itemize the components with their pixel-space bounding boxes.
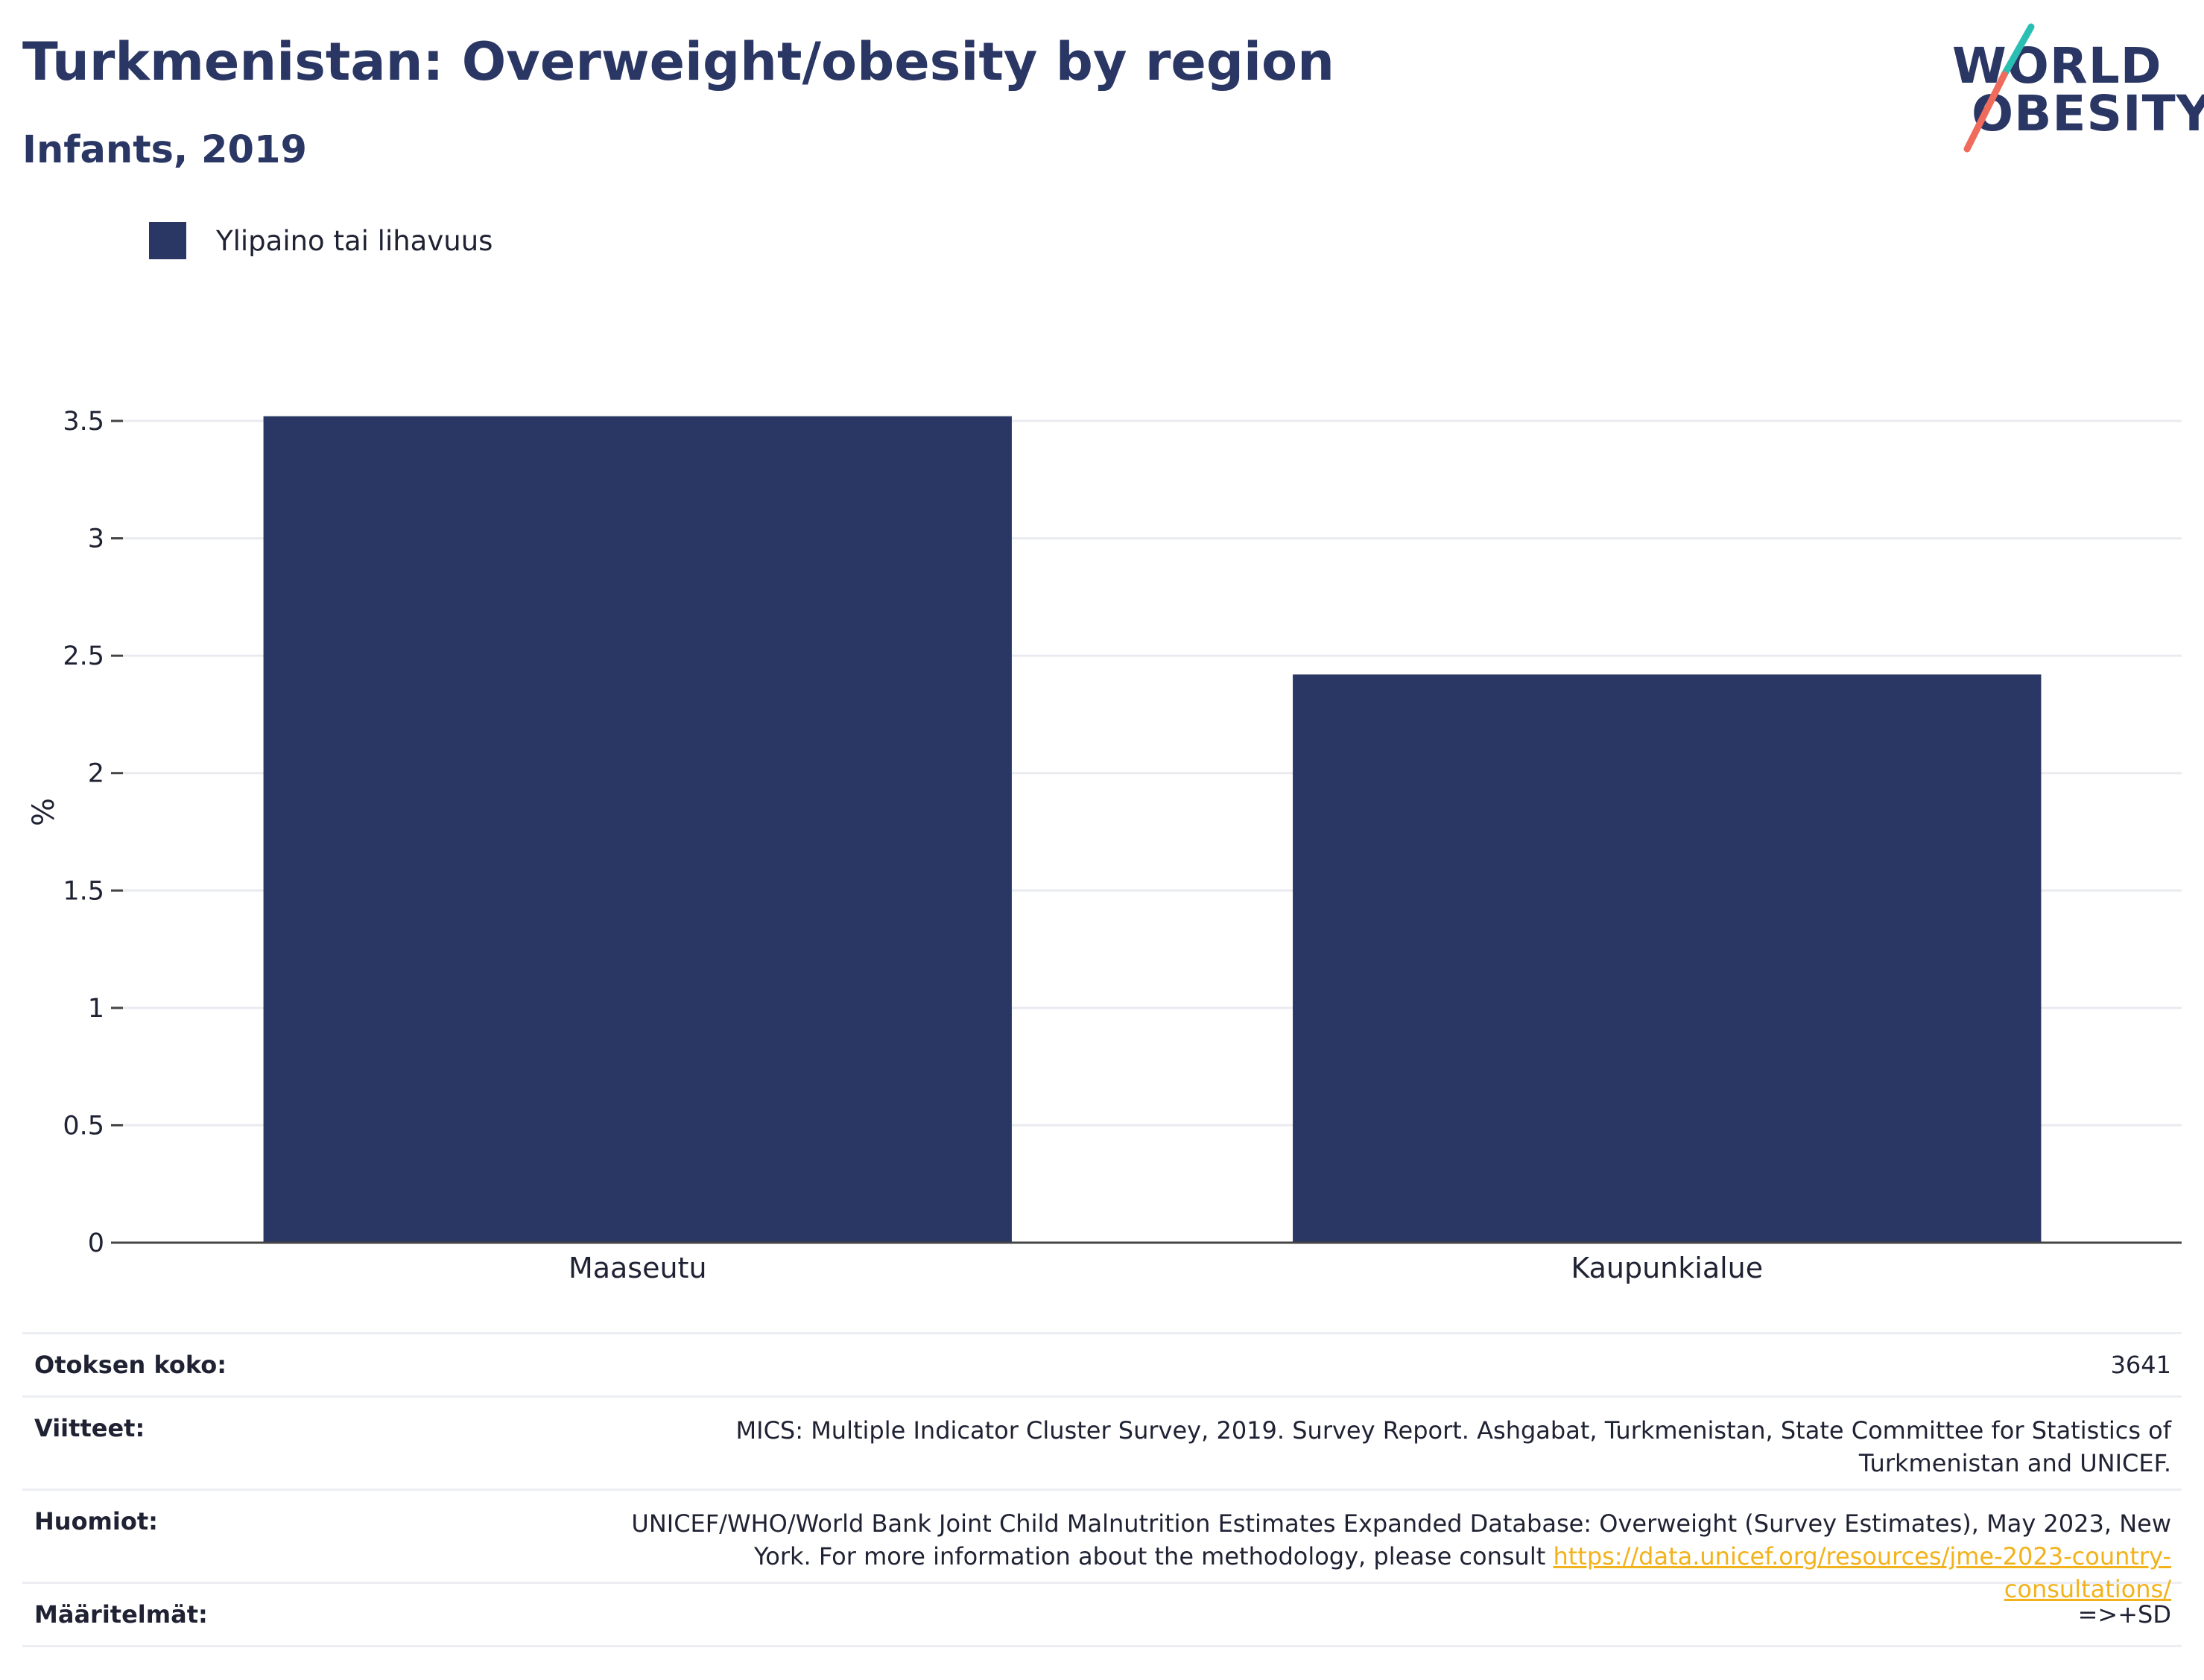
y-tick-label: 1 — [88, 994, 104, 1024]
logo-line-world: WORLD — [1952, 37, 2162, 95]
y-tick-label: 0.5 — [63, 1111, 104, 1141]
notes-value: UNICEF/WHO/World Bank Joint Child Malnut… — [607, 1507, 2182, 1603]
y-axis-title: % — [27, 798, 61, 826]
definitions-value: =>+SD — [2077, 1600, 2171, 1629]
chart-legend[interactable]: Ylipaino tai lihavuus — [149, 222, 493, 259]
logo-line-obesity: OBESITY — [1972, 85, 2204, 142]
legend-swatch — [149, 222, 186, 259]
x-tick-label: Maaseutu — [569, 1252, 707, 1284]
x-tick-label: Kaupunkialue — [1571, 1252, 1763, 1284]
sample-size-label: Otoksen koko: — [34, 1351, 227, 1379]
chart-subtitle: Infants, 2019 — [22, 128, 308, 172]
methodology-link[interactable]: https://data.unicef.org/resources/jme-20… — [1553, 1542, 2171, 1603]
y-tick-label: 3.5 — [63, 407, 104, 437]
notes-label: Huomiot: — [34, 1507, 158, 1535]
info-row-references: Viitteet: MICS: Multiple Indicator Clust… — [22, 1395, 2182, 1489]
world-obesity-logo[interactable]: WORLD OBESITY — [1945, 21, 2204, 155]
references-value: MICS: Multiple Indicator Cluster Survey,… — [735, 1416, 2171, 1477]
info-table: Otoksen koko: 3641 Viitteet: MICS: Multi… — [22, 1332, 2182, 1647]
sample-size-value: 3641 — [2110, 1351, 2171, 1379]
bars — [263, 416, 2042, 1243]
logo-slash-icon — [1963, 23, 2035, 153]
info-row-sample-size: Otoksen koko: 3641 — [22, 1332, 2182, 1395]
definitions-label: Määritelmät: — [34, 1600, 208, 1629]
notes-text: UNICEF/WHO/World Bank Joint Child Malnut… — [631, 1509, 2171, 1570]
references-label: Viitteet: — [34, 1414, 145, 1442]
bar-kaupunkialue[interactable] — [1293, 674, 2042, 1243]
y-tick-label: 3 — [88, 524, 104, 554]
info-row-definitions: Määritelmät: =>+SD — [22, 1582, 2182, 1647]
y-tick-label: 0 — [88, 1229, 104, 1258]
legend-label: Ylipaino tai lihavuus — [216, 224, 493, 257]
y-tick-label: 2 — [88, 759, 104, 789]
y-tick-label: 1.5 — [63, 876, 104, 906]
info-row-notes: Huomiot: UNICEF/WHO/World Bank Joint Chi… — [22, 1489, 2182, 1603]
bar-chart: 0 0.5 1 1.5 2 2.5 3 3.5 Maaseutu Kaupunkialue% — [27, 407, 2182, 1284]
y-tick-label: 2.5 — [63, 641, 104, 671]
chart-title: Turkmenistan: Overweight/obesity by regi… — [22, 31, 1334, 92]
bar-maaseutu[interactable] — [263, 416, 1012, 1243]
axes: 0 0.5 1 1.5 2 2.5 3 3.5 Maaseutu Kaupunkialue% — [27, 407, 2182, 1284]
